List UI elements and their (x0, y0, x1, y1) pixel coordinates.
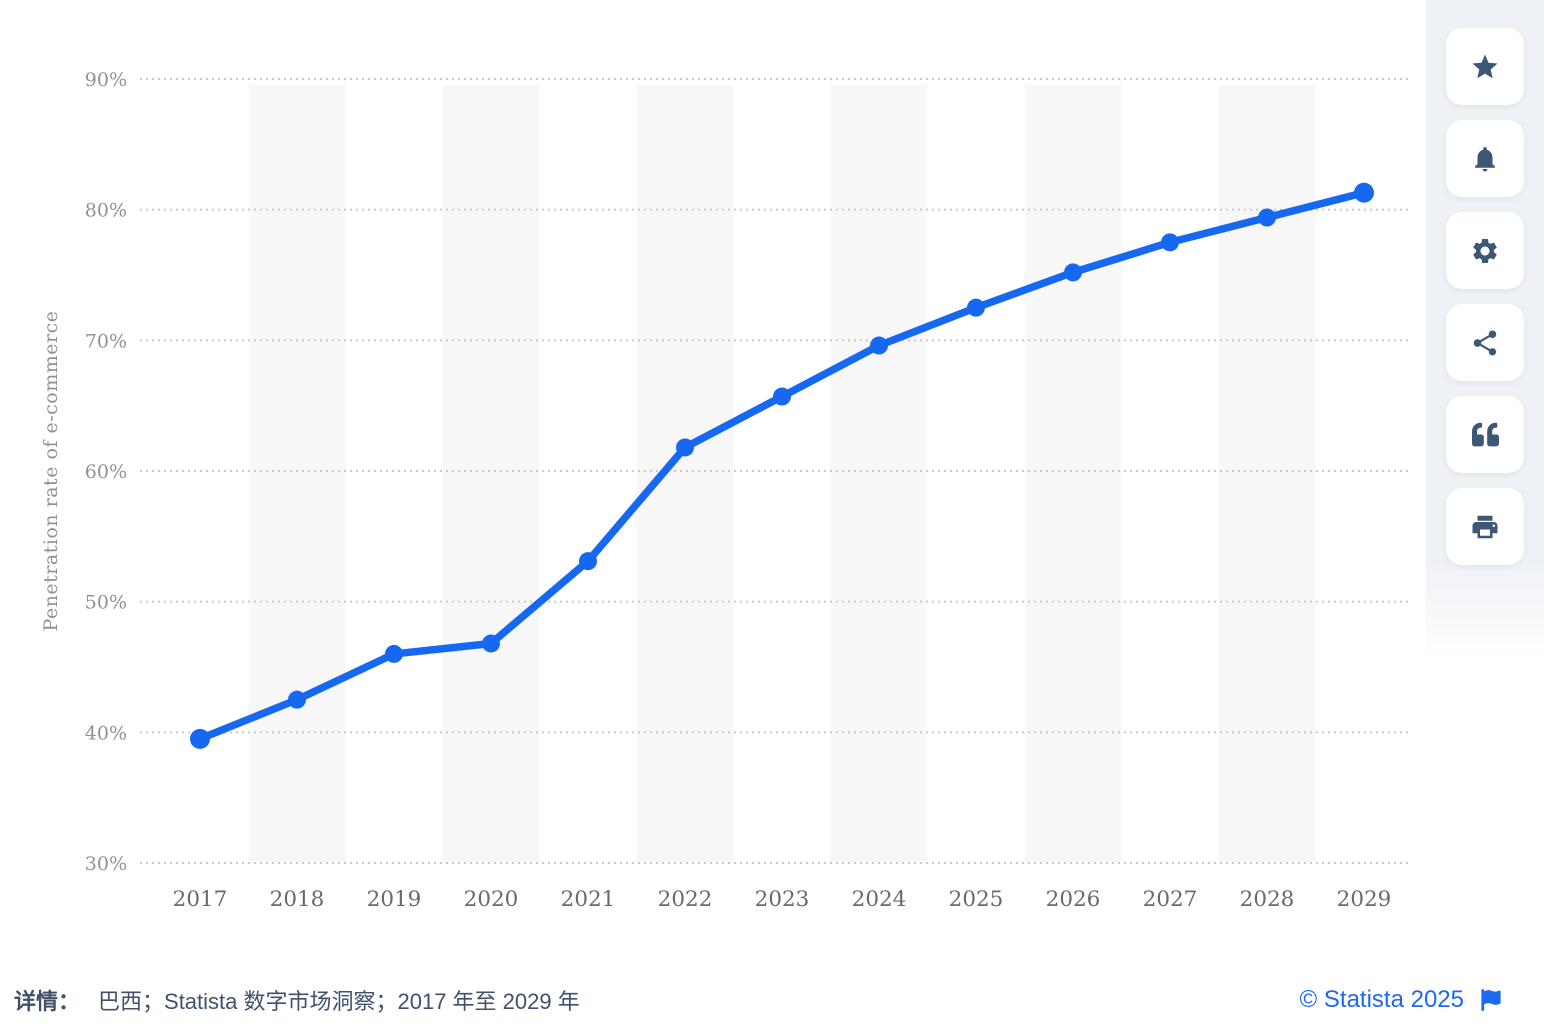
data-point-2025[interactable] (967, 298, 985, 317)
x-tick-label: 2028 (1240, 887, 1295, 912)
x-tick-label: 2018 (270, 887, 325, 912)
x-tick-label: 2027 (1143, 887, 1198, 912)
copyright-row: © Statista 2025 (1300, 986, 1502, 1014)
y-tick-label: 30% (85, 853, 127, 875)
settings-button[interactable] (1446, 212, 1524, 289)
flag-icon[interactable] (1480, 989, 1502, 1011)
details-text: 巴西；Statista 数字市场洞察；2017 年至 2029 年 (98, 989, 580, 1014)
plot-band (442, 85, 540, 862)
data-point-2023[interactable] (773, 387, 791, 406)
action-toolbar (1446, 28, 1524, 565)
data-point-2028[interactable] (1258, 208, 1276, 227)
cite-button[interactable] (1446, 396, 1524, 473)
x-tick-label: 2026 (1046, 887, 1101, 912)
x-tick-label: 2023 (755, 887, 810, 912)
x-tick-label: 2017 (173, 887, 228, 912)
data-point-2020[interactable] (482, 634, 500, 653)
plot-band (636, 85, 734, 862)
plot-band (248, 85, 346, 862)
print-button[interactable] (1446, 488, 1524, 565)
x-tick-label: 2021 (561, 887, 616, 912)
y-tick-label: 80% (85, 200, 127, 222)
bell-icon (1475, 146, 1495, 171)
y-tick-label: 90% (85, 69, 127, 91)
y-tick-label: 40% (85, 722, 127, 744)
details-row: 详情： 巴西；Statista 数字市场洞察；2017 年至 2029 年 (14, 984, 580, 1016)
plot-band (1218, 85, 1316, 862)
notifications-button[interactable] (1446, 120, 1524, 197)
share-icon (1473, 330, 1497, 355)
gear-icon (1473, 238, 1497, 263)
x-tick-label: 2022 (658, 887, 713, 912)
favorite-button[interactable] (1446, 28, 1524, 105)
quote-icon (1471, 422, 1499, 447)
copyright-link[interactable]: © Statista 2025 (1299, 986, 1464, 1013)
data-point-2029[interactable] (1354, 182, 1374, 203)
x-tick-label: 2020 (464, 887, 519, 912)
y-tick-label: 60% (85, 461, 127, 483)
chart-footer: 详情： 巴西；Statista 数字市场洞察；2017 年至 2029 年 © … (0, 978, 1544, 1022)
data-point-2027[interactable] (1161, 233, 1179, 252)
x-tick-label: 2025 (949, 887, 1004, 912)
plot-band (830, 85, 928, 862)
printer-icon (1472, 515, 1498, 538)
data-point-2017[interactable] (190, 728, 210, 749)
plot-band (1024, 85, 1122, 862)
data-point-2019[interactable] (385, 644, 403, 663)
details-label: 详情： (14, 989, 81, 1014)
x-tick-label: 2029 (1337, 887, 1392, 912)
data-point-2024[interactable] (870, 336, 888, 355)
share-button[interactable] (1446, 304, 1524, 381)
y-axis-title: Penetration rate of e-commerce (40, 311, 62, 632)
line-chart: 90% 80% 70% 60% 50% 40% 30% Penetration rate of… (40, 69, 1410, 912)
trend-line (196, 188, 1368, 743)
x-tick-label: 2024 (852, 887, 907, 912)
data-point-2018[interactable] (288, 690, 306, 709)
y-tick-label: 70% (85, 330, 127, 352)
star-icon (1472, 54, 1498, 78)
data-point-2021[interactable] (579, 552, 597, 571)
data-point-2022[interactable] (676, 438, 694, 457)
data-point-2026[interactable] (1064, 263, 1082, 282)
y-tick-label: 50% (85, 592, 127, 614)
x-tick-label: 2019 (367, 887, 422, 912)
flag-icon (1481, 989, 1501, 1011)
